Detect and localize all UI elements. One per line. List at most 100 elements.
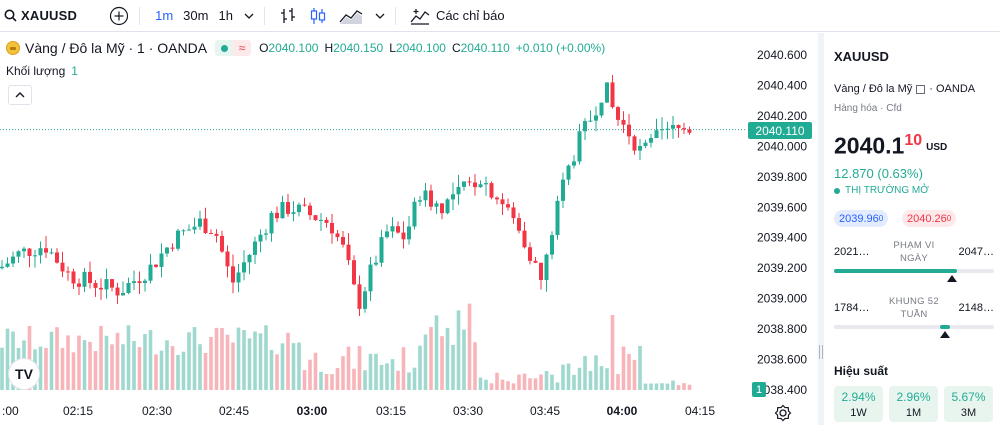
- volume-legend[interactable]: Khối lượng 1: [6, 64, 78, 78]
- candle-style-button[interactable]: [303, 0, 333, 32]
- candle-body: [93, 283, 98, 288]
- volume-bar: [93, 351, 98, 390]
- volume-bar: [467, 303, 472, 390]
- indicators-label: Các chỉ báo: [435, 8, 505, 23]
- volume-bar: [379, 364, 384, 390]
- candle-body: [187, 229, 191, 231]
- external-link-icon[interactable]: [916, 84, 926, 94]
- area-chart-icon: [339, 9, 363, 24]
- interval-30m[interactable]: 30m: [183, 8, 209, 23]
- volume-bar: [638, 345, 642, 390]
- market-open-dot-icon: [834, 187, 840, 194]
- volume-bar: [676, 385, 681, 390]
- interval-1h[interactable]: 1h: [218, 8, 233, 23]
- candle-body: [583, 121, 587, 132]
- volume-bar: [473, 342, 477, 390]
- current-price-label: 2040.110: [748, 122, 812, 139]
- gear-icon[interactable]: [774, 404, 792, 422]
- candle-body: [627, 124, 631, 137]
- performance-1w[interactable]: 2.94% 1W: [834, 386, 883, 422]
- panel-exchange: · OANDA: [929, 83, 976, 95]
- price-axis-label: 2039.400: [757, 231, 807, 245]
- interval-1m[interactable]: 1m: [155, 8, 174, 23]
- year-range-fill: [940, 325, 951, 329]
- area-style-button[interactable]: [333, 0, 369, 32]
- candle-body: [313, 215, 318, 221]
- candle-body: [390, 226, 395, 232]
- candle-body: [357, 284, 362, 309]
- candle-body: [302, 204, 307, 206]
- symbol-search-button[interactable]: XAUUSD: [0, 0, 83, 32]
- volume-bar: [451, 344, 455, 390]
- ask-price-badge[interactable]: 2040.26 0: [902, 210, 957, 227]
- chart-area[interactable]: 2040.600 2040.400 2040.200 2040.000 2039.800…: [0, 33, 818, 425]
- candle-body: [286, 202, 290, 214]
- candle-body: [423, 190, 428, 201]
- bar-style-button[interactable]: [273, 0, 303, 32]
- candle-body: [621, 119, 626, 125]
- candle-body: [60, 262, 65, 272]
- volume-bar: [539, 374, 543, 390]
- volume-bar: [555, 382, 560, 390]
- volume-bar: [632, 359, 637, 390]
- candle-body: [330, 222, 334, 234]
- candle-body: [379, 237, 384, 263]
- candle-body: [77, 283, 81, 287]
- bid-price-badge[interactable]: 2039.96 0: [834, 210, 889, 227]
- chevron-down-icon: [375, 13, 385, 19]
- indicators-button[interactable]: Các chỉ báo: [404, 0, 511, 32]
- volume-bar: [324, 374, 329, 390]
- candle-body: [517, 218, 521, 231]
- volume-bar: [291, 343, 296, 390]
- volume-bar: [88, 341, 92, 390]
- volume-bar: [38, 346, 43, 390]
- collapse-legend-button[interactable]: [8, 85, 32, 105]
- panel-symbol[interactable]: XAUUSD: [834, 49, 889, 64]
- panel-symbol-name[interactable]: Vàng / Đô la Mỹ · OANDA: [834, 83, 975, 95]
- price-chart[interactable]: 2040.600 2040.400 2040.200 2040.000 2039.800…: [0, 33, 818, 425]
- price-axis-label: 2040.400: [757, 78, 807, 92]
- day-range: 2021… PHẠM VI NGÀY 2047…: [834, 239, 994, 283]
- price-axis-label: 2039.800: [757, 170, 807, 184]
- candle-body: [632, 136, 637, 151]
- candle-body: [610, 82, 615, 108]
- market-status-badge[interactable]: ≈: [215, 40, 252, 56]
- volume-bar: [528, 378, 532, 390]
- volume-bar: [407, 372, 411, 390]
- candle-body: [550, 235, 554, 255]
- performance-1m[interactable]: 2.96% 1M: [889, 386, 938, 422]
- candle-body: [484, 183, 488, 185]
- candle-body: [599, 102, 604, 116]
- price-axis-label: 2040.600: [757, 48, 807, 62]
- candle-body: [528, 247, 532, 261]
- volume-bar: [489, 383, 494, 390]
- volume-bar: [55, 327, 59, 390]
- tradingview-logo[interactable]: TV: [8, 358, 40, 390]
- volume-bar: [687, 384, 692, 390]
- chart-type-dropdown-button[interactable]: [369, 0, 391, 32]
- volume-bar: [269, 349, 274, 390]
- year-range: 1784… KHUNG 52 TUẦN 2148…: [834, 295, 994, 339]
- panel-divider[interactable]: [818, 33, 824, 425]
- volume-bar: [192, 327, 197, 390]
- volume-bar: [588, 370, 593, 390]
- volume-bar: [605, 368, 609, 390]
- chevron-down-icon: [244, 13, 254, 19]
- interval-dropdown-button[interactable]: [238, 0, 260, 32]
- symbol-details-panel: XAUUSD Vàng / Đô la Mỹ · OANDA Hàng hóa …: [824, 33, 1000, 425]
- volume-bar: [220, 328, 224, 390]
- volume-bar: [374, 353, 378, 390]
- candle-body: [495, 197, 499, 200]
- candle-body: [418, 200, 422, 202]
- volume-bar: [484, 379, 488, 390]
- compare-add-button[interactable]: [103, 0, 135, 32]
- candle-body: [236, 272, 241, 283]
- candle-body: [104, 279, 109, 290]
- candle-body: [687, 129, 692, 133]
- performance-3m[interactable]: 5.67% 3M: [944, 386, 993, 422]
- resize-handle[interactable]: [819, 345, 823, 359]
- year-range-low: 1784…: [834, 302, 870, 314]
- volume-bar: [99, 325, 103, 390]
- price-axis-label: 2040.000: [757, 139, 807, 153]
- legend-title[interactable]: Vàng / Đô la Mỹ · 1 · OANDA: [25, 40, 208, 56]
